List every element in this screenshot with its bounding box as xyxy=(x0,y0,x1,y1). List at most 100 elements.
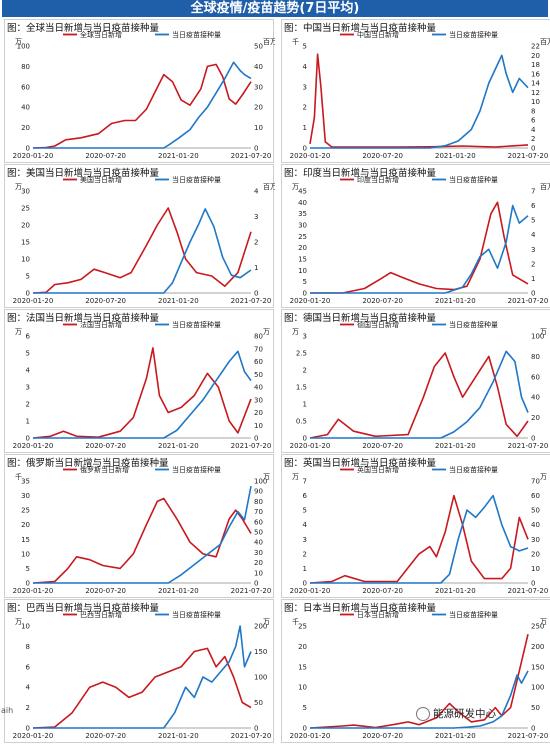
x-tick-label: 2020-01-20 xyxy=(290,732,331,740)
right-tick-label: 0 xyxy=(531,145,535,153)
right-tick-label: 200 xyxy=(254,623,267,631)
left-tick-label: 5 xyxy=(303,704,307,712)
left-tick-label: 1 xyxy=(303,565,307,573)
side-text: aih xyxy=(1,706,14,715)
series-line xyxy=(310,494,529,584)
right-tick-label: 250 xyxy=(531,623,544,631)
left-tick-label: 2 xyxy=(303,367,307,375)
x-tick-label: 2020-01-20 xyxy=(290,587,331,595)
left-tick-label: 25 xyxy=(298,623,307,631)
left-tick-label: 0 xyxy=(26,580,30,588)
x-tick-label: 2021-01-20 xyxy=(435,442,476,450)
left-tick-label: 8 xyxy=(26,643,30,651)
x-tick-label: 2021-07-20 xyxy=(231,732,272,740)
chart-svg: 0 5 10 15 20 25 30 35 0 10 20 30 40 50 60 70 80 90 100 千 万 20… xyxy=(13,465,272,595)
chart-svg: 0 5 10 15 20 25 30 0 1 2 3 4 万 百万 2020-01-20 2020-07-20… xyxy=(13,175,275,305)
legend-label: 当日疫苗接种量 xyxy=(172,610,221,619)
left-unit-label: 万 xyxy=(292,183,299,191)
right-tick-label: 100 xyxy=(531,333,544,341)
x-tick-label: 2020-01-20 xyxy=(13,442,54,450)
x-tick-label: 2020-01-20 xyxy=(290,297,331,305)
chart-panel: 图：英国当日新增与当日疫苗接种量 0 1 2 3 4 5 6 7 0 10 20 30 40 50 60 70 万… xyxy=(281,454,550,598)
left-tick-label: 20 xyxy=(298,244,307,252)
x-tick-label: 2021-01-20 xyxy=(435,587,476,595)
series-line xyxy=(32,63,252,149)
right-tick-label: 30 xyxy=(254,396,263,404)
left-tick-label: 1 xyxy=(303,401,307,409)
left-tick-label: 0 xyxy=(303,290,307,298)
left-tick-label: 0 xyxy=(303,580,307,588)
left-unit-label: 万 xyxy=(292,473,299,481)
left-tick-label: 0 xyxy=(26,290,30,298)
left-tick-label: 20 xyxy=(21,222,30,230)
x-tick-label: 2020-01-20 xyxy=(13,587,54,595)
chart-title: 图：德国当日新增与当日疫苗接种量 xyxy=(284,313,437,324)
series-line xyxy=(310,54,529,149)
left-tick-label: 10 xyxy=(298,267,307,275)
legend-label: 英国当日新增 xyxy=(357,465,399,474)
right-tick-label: 20 xyxy=(254,559,263,567)
right-tick-label: 50 xyxy=(254,43,263,51)
chart-panel: 图：美国当日新增与当日疫苗接种量 0 5 10 15 20 25 30 0 1 2 3 4 万 百万 2020… xyxy=(4,164,275,308)
chart-panel: 图：法国当日新增与当日疫苗接种量 0 1 2 3 4 5 6 0 10 20 30 40 50 60 70 80… xyxy=(4,309,274,453)
left-tick-label: 20 xyxy=(298,643,307,651)
series-line xyxy=(310,204,529,294)
right-tick-label: 6 xyxy=(531,117,536,125)
legend-label: 当日疫苗接种量 xyxy=(172,465,221,474)
left-unit-label: 千 xyxy=(292,617,299,626)
left-unit-label: 千 xyxy=(292,37,299,46)
right-tick-label: 4 xyxy=(531,126,536,134)
x-tick-label: 2020-01-20 xyxy=(13,297,54,305)
legend-label: 当日疫苗接种量 xyxy=(449,175,498,184)
chart-svg: 0 20 40 60 80 100 0 10 20 30 40 50 万 百万 2020-01-20 2020… xyxy=(13,30,275,160)
right-tick-label: 90 xyxy=(254,488,263,496)
right-tick-label: 50 xyxy=(254,699,263,707)
left-tick-label: 40 xyxy=(21,104,30,112)
right-unit-label: 万 xyxy=(540,328,547,336)
left-tick-label: 20 xyxy=(21,124,30,132)
left-unit-label: 万 xyxy=(15,38,22,46)
chart-title: 图：全球当日新增与当日疫苗接种量 xyxy=(7,23,160,34)
series-line xyxy=(33,61,252,149)
right-tick-label: 10 xyxy=(531,98,540,106)
left-tick-label: 0 xyxy=(26,435,30,443)
x-tick-label: 2020-07-20 xyxy=(362,152,403,160)
legend-label: 美国当日新增 xyxy=(80,175,122,184)
x-tick-label: 2021-01-20 xyxy=(435,297,476,305)
x-tick-label: 2021-01-20 xyxy=(158,442,199,450)
legend-label: 当日疫苗接种量 xyxy=(449,320,498,329)
legend-label: 当日疫苗接种量 xyxy=(449,465,498,474)
series-line xyxy=(310,350,529,439)
right-tick-label: 70 xyxy=(254,345,263,353)
left-tick-label: 2 xyxy=(303,104,307,112)
right-unit-label: 万 xyxy=(540,473,547,481)
left-tick-label: 20 xyxy=(21,521,30,529)
x-tick-label: 2020-07-20 xyxy=(362,442,403,450)
legend-label: 巴西当日新增 xyxy=(80,610,122,619)
left-tick-label: 15 xyxy=(21,536,30,544)
right-tick-label: 10 xyxy=(254,422,263,430)
left-tick-label: 30 xyxy=(21,188,30,196)
right-tick-label: 50 xyxy=(254,371,263,379)
x-tick-label: 2021-07-20 xyxy=(508,152,549,160)
x-tick-label: 2020-07-20 xyxy=(362,587,403,595)
left-tick-label: 2 xyxy=(303,550,307,558)
left-tick-label: 3 xyxy=(303,83,307,91)
legend-label: 当日疫苗接种量 xyxy=(172,320,221,329)
chart-panel: 图：俄罗斯当日新增与当日疫苗接种量 0 5 10 15 20 25 30 35 0 10 20 30 40… xyxy=(4,454,274,598)
legend-label: 全球当日新增 xyxy=(80,30,122,39)
left-tick-label: 2 xyxy=(26,401,30,409)
right-tick-label: 30 xyxy=(254,83,263,91)
right-tick-label: 100 xyxy=(254,674,267,682)
x-tick-label: 2020-01-20 xyxy=(290,442,331,450)
right-tick-label: 18 xyxy=(531,61,540,69)
chart-panel: 图：德国当日新增与当日疫苗接种量 0 0.5 1 1.5 2 2.5 3 0 20 40 60 80 10… xyxy=(281,309,550,453)
x-tick-label: 2020-07-20 xyxy=(85,732,126,740)
left-tick-label: 4 xyxy=(26,684,31,692)
right-tick-label: 22 xyxy=(531,43,540,51)
right-tick-label: 3 xyxy=(254,213,258,221)
series-line xyxy=(309,634,529,729)
right-tick-label: 150 xyxy=(531,663,544,671)
x-tick-label: 2021-01-20 xyxy=(158,152,199,160)
